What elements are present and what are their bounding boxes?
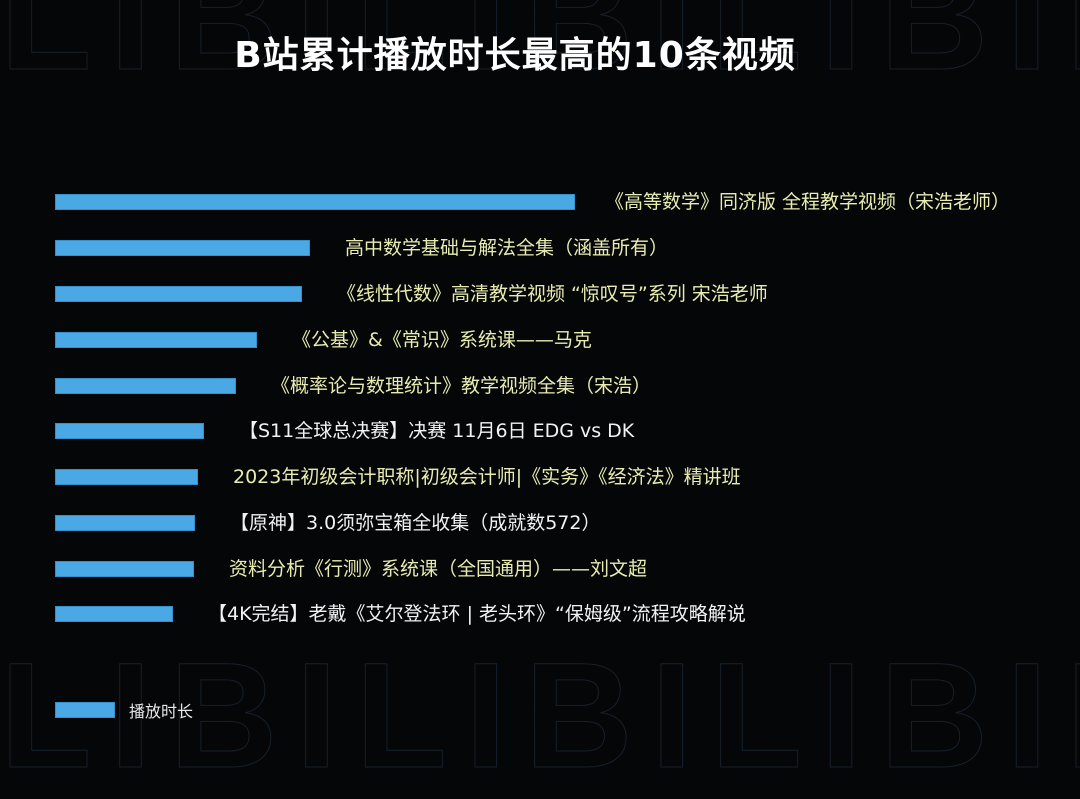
bar-label: 《高等数学》同济版 全程教学视频（宋浩老师） <box>605 191 1011 213</box>
legend: 播放时长 <box>55 698 193 722</box>
bar <box>55 378 236 394</box>
bar <box>55 606 173 622</box>
bar-row: 《线性代数》高清教学视频 “惊叹号”系列 宋浩老师 <box>55 283 768 305</box>
bar-row: 【S11全球总决赛】决赛 11月6日 EDG vs DK <box>55 420 634 442</box>
bar-label: 《线性代数》高清教学视频 “惊叹号”系列 宋浩老师 <box>337 283 768 305</box>
bar-label: 【4K完结】老戴《艾尔登法环 | 老头环》“保姆级”流程攻略解说 <box>208 603 746 625</box>
bar-label: 《公基》&《常识》系统课——马克 <box>292 329 592 351</box>
bar-row: 高中数学基础与解法全集（涵盖所有） <box>55 237 668 259</box>
bar-row: 《高等数学》同济版 全程教学视频（宋浩老师） <box>55 191 1010 213</box>
bar-label: 高中数学基础与解法全集（涵盖所有） <box>345 237 669 259</box>
bar-row: 《公基》&《常识》系统课——马克 <box>55 329 592 351</box>
chart-title: B站累计播放时长最高的10条视频 <box>234 35 796 76</box>
bar-row: 《概率论与数理统计》教学视频全集（宋浩） <box>55 375 651 397</box>
bar-row: 2023年初级会计职称|初级会计师|《实务》《经济法》精讲班 <box>55 466 741 488</box>
bar-row: 【原神】3.0须弥宝箱全收集（成就数572） <box>55 512 600 534</box>
bar <box>55 286 302 302</box>
bar <box>55 194 575 210</box>
bar <box>55 240 310 256</box>
bar-row: 资料分析《行测》系统课（全国通用）——刘文超 <box>55 558 647 580</box>
bar <box>55 332 257 348</box>
bar-label: 《概率论与数理统计》教学视频全集（宋浩） <box>271 375 652 397</box>
bar <box>55 469 198 485</box>
bar-label: 资料分析《行测》系统课（全国通用）——刘文超 <box>229 558 648 580</box>
bar <box>55 561 194 577</box>
bar <box>55 515 195 531</box>
bar <box>55 423 204 439</box>
bar-row: 【4K完结】老戴《艾尔登法环 | 老头环》“保姆级”流程攻略解说 <box>55 603 746 625</box>
bar-label: 2023年初级会计职称|初级会计师|《实务》《经济法》精讲班 <box>233 466 741 488</box>
legend-label: 播放时长 <box>129 702 194 721</box>
bar-label: 【S11全球总决赛】决赛 11月6日 EDG vs DK <box>239 420 635 442</box>
bar-label: 【原神】3.0须弥宝箱全收集（成就数572） <box>230 512 601 534</box>
legend-swatch <box>55 702 115 718</box>
